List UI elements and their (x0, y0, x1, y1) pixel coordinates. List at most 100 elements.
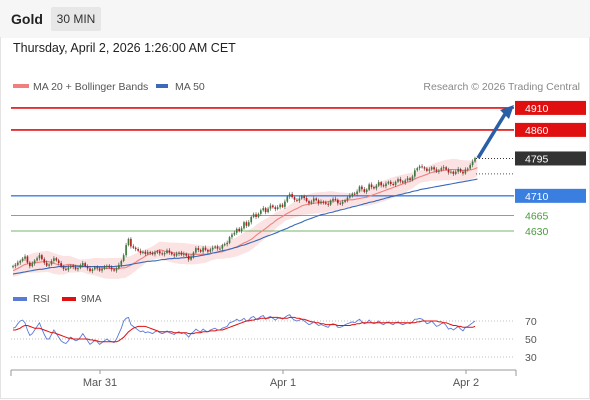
candle-body (247, 222, 250, 226)
candle-body (175, 253, 178, 256)
candle-body (50, 260, 53, 265)
time-axis-tick-label: Apr 2 (453, 377, 479, 389)
candle-body (33, 260, 36, 264)
candle-body (29, 262, 31, 267)
candle-body (351, 193, 354, 196)
candle-body (192, 252, 195, 257)
candle-body (245, 222, 248, 226)
symbol-title: Gold (11, 11, 43, 27)
candle-body (399, 179, 402, 182)
candle-body (178, 252, 180, 254)
candle-body (57, 260, 60, 264)
candle-body (228, 237, 231, 243)
candle-body (445, 167, 447, 170)
ma50-legend-swatch (156, 84, 168, 88)
candle-body (387, 181, 390, 184)
candle-body (317, 200, 320, 204)
candle-body (252, 214, 255, 217)
candle-body (262, 208, 265, 211)
candle-body (130, 238, 132, 247)
candle-body (106, 265, 108, 268)
candle-body (397, 179, 399, 182)
candle-body (14, 264, 17, 267)
candle-body (127, 238, 130, 246)
candle-body (471, 161, 474, 166)
candle-body (365, 189, 368, 192)
time-axis-tick-label: Mar 31 (83, 377, 117, 389)
candle-body (209, 249, 212, 252)
candle-body (86, 266, 89, 269)
candle-body (93, 267, 96, 270)
candle-body (327, 203, 330, 205)
candle-body (356, 191, 358, 195)
candle-body (19, 260, 22, 263)
candle-body (197, 248, 200, 250)
candle-body (474, 158, 476, 162)
candle-body (293, 197, 296, 200)
candle-body (226, 242, 228, 245)
candle-body (41, 255, 43, 260)
candle-body (62, 266, 65, 269)
candle-body (103, 267, 106, 269)
rsi-tick-label: 30 (525, 352, 537, 364)
candle-body (406, 178, 409, 181)
candle-body (132, 246, 135, 248)
candle-body (84, 263, 87, 267)
rsi-legend-label: RSI (33, 294, 50, 305)
forecast-arrow (476, 105, 514, 159)
candle-body (430, 167, 433, 170)
candle-body (231, 234, 233, 238)
candle-body (305, 198, 308, 202)
candle-body (38, 255, 41, 259)
candle-body (291, 194, 293, 198)
time-axis: Mar 31 Apr 1 Apr 2 (10, 369, 517, 389)
candle-body (149, 252, 151, 254)
last-price-tag (515, 151, 586, 166)
resistance-tag-label: 4910 (525, 103, 549, 115)
candle-body (466, 168, 469, 170)
candle-body (26, 256, 29, 263)
candle-body (426, 168, 428, 171)
time-axis-tick-label: Apr 1 (270, 377, 296, 389)
timeframe-button[interactable]: 30 MIN (51, 7, 101, 31)
candle-body (74, 267, 77, 270)
candle-body (144, 251, 147, 254)
candle-body (272, 205, 274, 208)
candle-body (180, 252, 183, 255)
resistance-tag (515, 100, 586, 115)
candle-body (60, 263, 62, 267)
candle-body (96, 267, 99, 269)
candle-body (161, 253, 164, 255)
candle-body (101, 268, 103, 271)
candle-body (452, 171, 455, 174)
candle-body (377, 182, 380, 186)
candle-body (115, 268, 118, 271)
candle-body (67, 267, 70, 270)
candle-body (276, 207, 279, 210)
chart-datetime: Thursday, April 2, 2026 1:26:00 AM CET (13, 41, 236, 55)
candle-body (24, 256, 26, 259)
candle-body (16, 262, 19, 265)
candle-body (31, 263, 34, 267)
candle-body (353, 193, 356, 195)
candle-body (329, 200, 332, 205)
candle-body (137, 249, 139, 251)
candle-body (370, 184, 373, 188)
candle-body (43, 259, 46, 263)
candle-body (404, 180, 407, 183)
candle-body (211, 247, 214, 250)
candle-body (281, 204, 284, 207)
candle-body (382, 185, 385, 187)
candle-body (12, 266, 14, 268)
candle-body (91, 269, 94, 272)
minor-support-label: 4630 (525, 226, 549, 238)
candle-body (264, 208, 267, 213)
candle-body (214, 246, 216, 248)
candle-body (243, 222, 245, 229)
candle-body (361, 186, 363, 190)
candle-body (462, 171, 464, 174)
candle-body (202, 247, 204, 252)
candle-body (279, 204, 281, 208)
candle-body (337, 199, 339, 204)
candle-body (267, 208, 269, 213)
